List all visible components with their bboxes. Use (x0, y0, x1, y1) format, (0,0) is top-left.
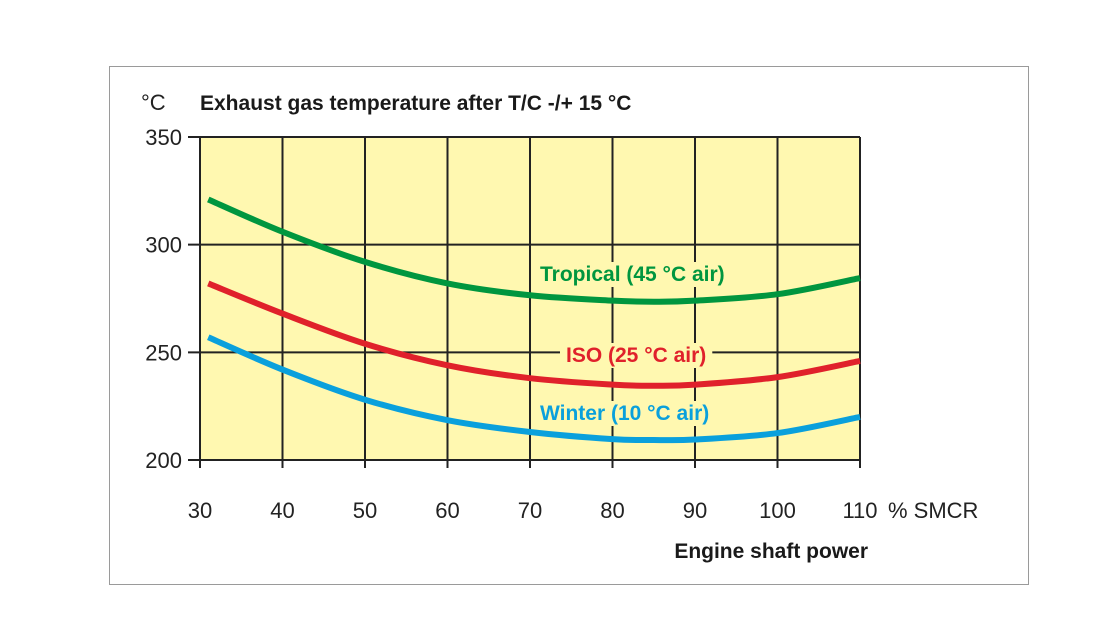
x-tick-label: 60 (435, 498, 459, 523)
chart-frame (109, 66, 1029, 585)
series-label-1: ISO (25 °C air) (566, 344, 706, 367)
series-label-2: Winter (10 °C air) (540, 402, 709, 425)
series-lines (207, 196, 861, 444)
series-label-bg (534, 262, 731, 287)
x-tick-label: 90 (683, 498, 707, 523)
y-tick-label: 300 (145, 233, 182, 258)
series-line-1 (207, 280, 861, 389)
series-line-2 (207, 334, 861, 444)
tick-labels: 30 40 50 60 70 80 90 100 110 200 250 300 350 (145, 125, 877, 523)
x-tick-label: 70 (518, 498, 542, 523)
x-tick-label: 80 (600, 498, 624, 523)
x-unit-label: % SMCR (888, 498, 978, 523)
x-tick-label: 100 (759, 498, 796, 523)
x-tick-label: 30 (188, 498, 212, 523)
series-label-0: Tropical (45 °C air) (540, 263, 725, 286)
series-labels: Tropical (45 °C air) ISO (25 °C air) Winte… (534, 262, 731, 426)
x-axis-title: Engine shaft power (674, 540, 868, 563)
series-label-bg (560, 343, 713, 368)
y-tick-label: 250 (145, 340, 182, 365)
series-line-0 (207, 196, 861, 305)
y-unit-label: °C (141, 90, 166, 115)
chart-title: Exhaust gas temperature after T/C -/+ 15… (200, 92, 631, 115)
series-label-bg (534, 401, 716, 426)
x-tick-label: 50 (353, 498, 377, 523)
x-tick-label: 110 (842, 498, 877, 523)
y-tick-label: 350 (145, 125, 182, 150)
y-tick-label: 200 (145, 448, 182, 473)
x-tick-label: 40 (270, 498, 294, 523)
